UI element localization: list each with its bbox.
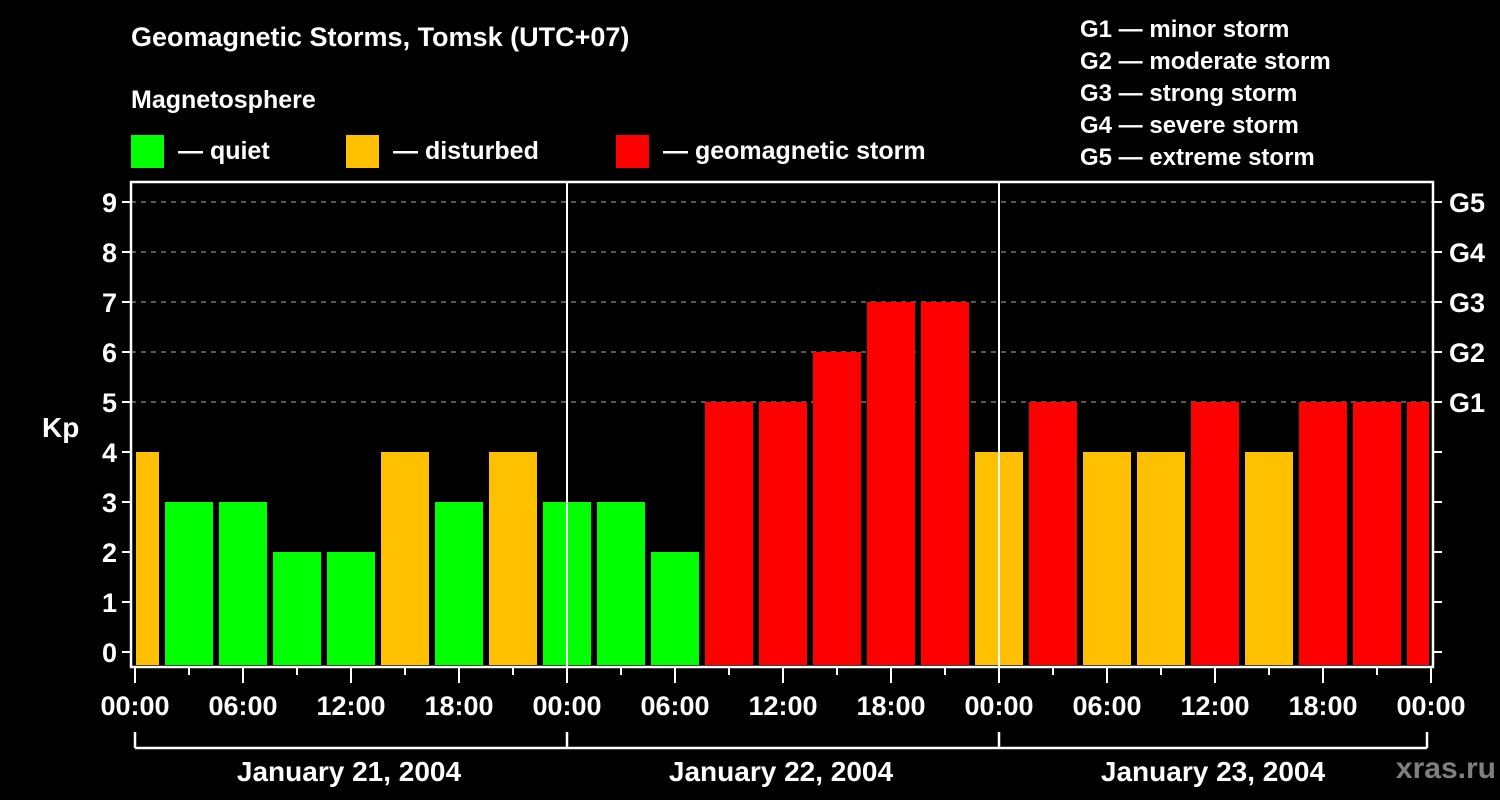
x-tick-label: 00:00: [1396, 691, 1465, 721]
day-label: January 21, 2004: [237, 756, 462, 787]
g5-desc: G5 — extreme storm: [1080, 144, 1315, 171]
y-tick-label: 3: [102, 488, 117, 518]
kp-bar: [219, 502, 267, 665]
y-tick-label: 6: [102, 338, 117, 368]
g3-desc: G3 — strong storm: [1080, 80, 1298, 107]
x-tick-label: 12:00: [748, 691, 817, 721]
kp-bar: [273, 552, 321, 665]
x-tick-label: 06:00: [1072, 691, 1141, 721]
kp-bar: [813, 352, 861, 665]
bars: [136, 302, 1429, 665]
legend-storm: — geomagnetic storm: [616, 134, 926, 168]
gridlines: [131, 201, 1433, 403]
legend-title: Magnetosphere: [131, 86, 316, 114]
day-label: January 22, 2004: [669, 756, 894, 787]
y-tick-label: 2: [102, 538, 117, 568]
x-tick-label: 06:00: [640, 691, 709, 721]
x-tick-label: 12:00: [316, 691, 385, 721]
storm-swatch: [616, 134, 649, 168]
g-level-label: G2: [1449, 338, 1485, 368]
y-tick-label: 1: [102, 588, 117, 618]
kp-bar: [165, 502, 213, 665]
x-tick-label: 18:00: [856, 691, 925, 721]
y-tick-label: 7: [102, 288, 117, 318]
g2-desc: G2 — moderate storm: [1080, 48, 1331, 75]
g4-desc: G4 — severe storm: [1080, 112, 1299, 139]
kp-bar: [597, 502, 645, 665]
kp-bar: [1029, 402, 1077, 665]
kp-bar: [1407, 402, 1429, 665]
x-tick-label: 00:00: [100, 691, 169, 721]
y-tick-label: 9: [102, 188, 117, 218]
x-tick-label: 06:00: [208, 691, 277, 721]
x-tick-label: 00:00: [964, 691, 1033, 721]
legend-disturbed-label: — disturbed: [393, 136, 539, 165]
g-scale-legend: G1 — minor storm G2 — moderate storm G3 …: [1080, 14, 1331, 174]
quiet-swatch: [131, 134, 164, 168]
kp-bar: [705, 402, 753, 665]
kp-bar: [1083, 452, 1131, 665]
g-level-label: G5: [1449, 188, 1485, 218]
axis-labels: 0 1 2 3 4 5 G1 6 G2 7 G3 8 G4 9 G5 Kp 00:00 06:00 12:00 18:…: [42, 188, 1485, 787]
kp-bar: [651, 552, 699, 665]
y-tick-label: 0: [102, 638, 117, 668]
g-level-label: G1: [1449, 388, 1485, 418]
kp-bar: [867, 302, 915, 665]
day-label: January 23, 2004: [1101, 756, 1326, 787]
x-tick-label: 18:00: [424, 691, 493, 721]
watermark: xras.ru: [1395, 752, 1496, 785]
g-level-label: G3: [1449, 288, 1485, 318]
g-level-label: G4: [1449, 238, 1485, 268]
kp-bar: [489, 452, 537, 665]
kp-bar: [435, 502, 483, 665]
legend-quiet: — quiet: [131, 134, 270, 168]
x-tick-label: 12:00: [1180, 691, 1249, 721]
y-axis-label: Kp: [42, 412, 79, 443]
chart-title: Geomagnetic Storms, Tomsk (UTC+07): [131, 22, 630, 52]
kp-bar: [327, 552, 375, 665]
kp-bar: [921, 302, 969, 665]
axes: [122, 180, 1442, 750]
kp-bar: [1191, 402, 1239, 665]
g1-desc: G1 — minor storm: [1080, 16, 1290, 43]
kp-bar: [1299, 402, 1347, 665]
kp-bar: [1353, 402, 1401, 665]
legend-disturbed: — disturbed: [346, 134, 539, 168]
legend-quiet-label: — quiet: [178, 136, 270, 165]
legend-storm-label: — geomagnetic storm: [663, 136, 926, 165]
disturbed-swatch: [346, 134, 379, 168]
x-tick-label: 00:00: [532, 691, 601, 721]
kp-bar: [759, 402, 807, 665]
y-tick-label: 5: [102, 388, 117, 418]
x-tick-label: 18:00: [1288, 691, 1357, 721]
kp-bar: [1245, 452, 1293, 665]
kp-bar: [381, 452, 429, 665]
y-tick-label: 4: [102, 438, 117, 468]
kp-bar: [136, 452, 159, 665]
kp-bar: [1137, 452, 1185, 665]
y-tick-label: 8: [102, 238, 117, 268]
